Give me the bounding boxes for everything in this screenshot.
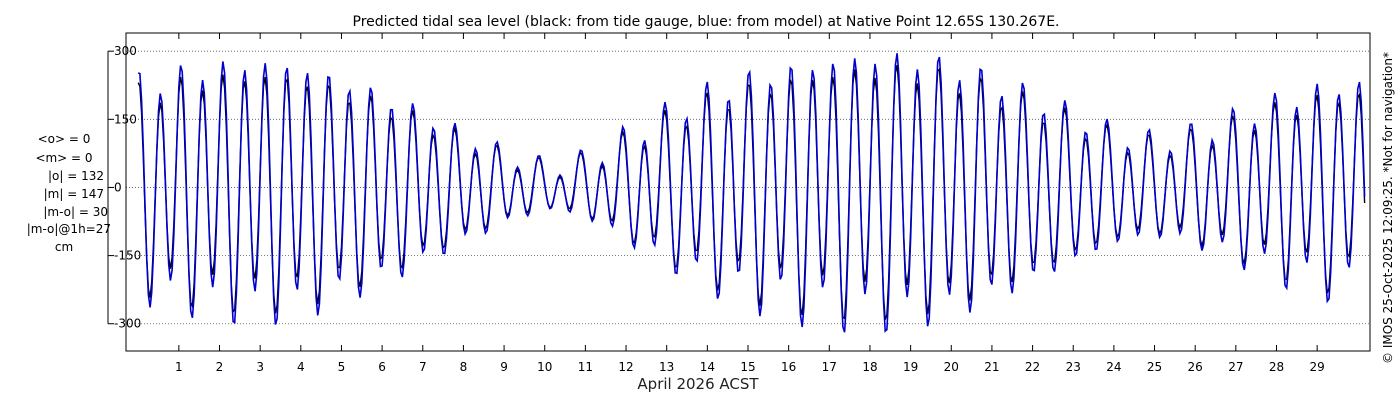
y-ticks: 300 150 0 -150 -300	[107, 44, 141, 331]
x-tick-label: 13	[659, 360, 674, 374]
x-tick-label: 12	[618, 360, 633, 374]
chart-title: Predicted tidal sea level (black: from t…	[353, 14, 1060, 30]
x-tick-label: 24	[1106, 360, 1121, 374]
y-tick-label: -300	[114, 317, 141, 331]
x-tick-label: 1	[175, 360, 183, 374]
x-tick-label: 11	[578, 360, 593, 374]
x-tick-label: 8	[460, 360, 468, 374]
x-tick-label: 18	[862, 360, 877, 374]
x-tick-label: 6	[378, 360, 386, 374]
y-grid	[126, 50, 1370, 325]
x-tick-label: 10	[537, 360, 552, 374]
series-line-model	[137, 53, 1366, 333]
x-tick-label: 20	[944, 360, 959, 374]
x-tick-label: 9	[500, 360, 508, 374]
y-tick-label: -150	[114, 249, 141, 263]
x-tick-label: 22	[1025, 360, 1040, 374]
x-tick-label: 4	[297, 360, 305, 374]
plot-frame	[125, 32, 1371, 352]
x-tick-label: 15	[740, 360, 755, 374]
x-tick-label: 29	[1310, 360, 1325, 374]
x-tick-label: 27	[1228, 360, 1243, 374]
stat-abs-diff-1h: |m-o|@1h=27	[27, 222, 111, 236]
stats-panel: <o> = 0 <m> = 0 |o| = 132 |m| = 147 |m-o…	[27, 132, 111, 254]
x-tick-label: 19	[903, 360, 918, 374]
x-tick-label: 14	[700, 360, 715, 374]
stat-unit: cm	[55, 240, 73, 254]
x-tick-label: 28	[1269, 360, 1284, 374]
stat-abs-diff: |m-o| = 30	[43, 205, 108, 219]
x-tick-label: 25	[1147, 360, 1162, 374]
x-tick-label: 21	[984, 360, 999, 374]
y-tick-label: 150	[114, 112, 137, 126]
x-axis-label: April 2026 ACST	[637, 375, 759, 393]
x-tick-label: 5	[338, 360, 346, 374]
x-tick-label: 16	[781, 360, 796, 374]
x-tick-label: 7	[419, 360, 427, 374]
y-tick-label: 300	[114, 44, 137, 58]
stat-abs-model: |m| = 147	[44, 187, 104, 201]
x-tick-label: 3	[256, 360, 264, 374]
x-tick-label: 26	[1188, 360, 1203, 374]
x-ticks: 1 2 3 4 5 6 7 8 9 10 11 12 13 14 15 16 17 18 19 20 21 22 23 24 2…	[175, 33, 1325, 374]
x-tick-label: 2	[216, 360, 224, 374]
stat-mean-model: <m> = 0	[35, 151, 92, 165]
stat-mean-obs: <o> = 0	[38, 132, 91, 146]
x-tick-label: 17	[822, 360, 837, 374]
x-tick-label: 23	[1066, 360, 1081, 374]
credit-text: © IMOS 25-Oct-2025 12:09:25. *Not for na…	[1381, 52, 1395, 364]
stat-abs-obs: |o| = 132	[48, 169, 104, 183]
y-tick-label: 0	[114, 180, 122, 194]
